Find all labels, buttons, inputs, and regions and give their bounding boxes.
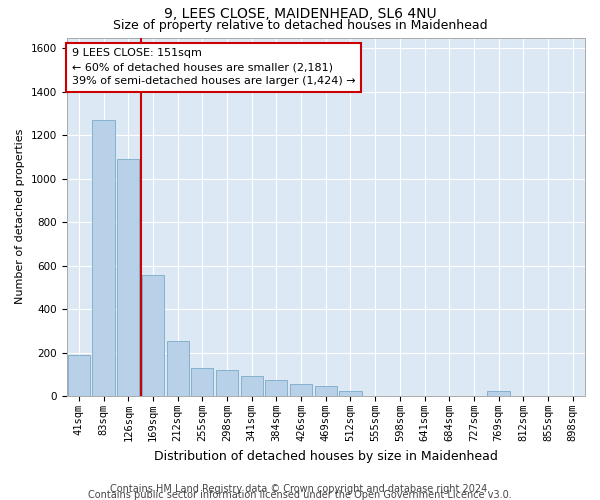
Text: 9 LEES CLOSE: 151sqm
← 60% of detached houses are smaller (2,181)
39% of semi-de: 9 LEES CLOSE: 151sqm ← 60% of detached h…: [72, 48, 355, 86]
Text: Size of property relative to detached houses in Maidenhead: Size of property relative to detached ho…: [113, 18, 487, 32]
Bar: [68, 354, 90, 396]
Bar: [241, 376, 263, 396]
Bar: [314, 386, 337, 396]
Bar: [142, 276, 164, 396]
Bar: [167, 340, 189, 396]
Bar: [290, 384, 312, 396]
Bar: [265, 380, 287, 396]
X-axis label: Distribution of detached houses by size in Maidenhead: Distribution of detached houses by size …: [154, 450, 498, 462]
Bar: [92, 120, 115, 396]
Text: Contains HM Land Registry data © Crown copyright and database right 2024.: Contains HM Land Registry data © Crown c…: [110, 484, 490, 494]
Bar: [216, 370, 238, 396]
Text: 9, LEES CLOSE, MAIDENHEAD, SL6 4NU: 9, LEES CLOSE, MAIDENHEAD, SL6 4NU: [164, 8, 436, 22]
Bar: [340, 390, 362, 396]
Bar: [191, 368, 214, 396]
Bar: [487, 390, 509, 396]
Y-axis label: Number of detached properties: Number of detached properties: [15, 129, 25, 304]
Bar: [117, 159, 139, 396]
Text: Contains public sector information licensed under the Open Government Licence v3: Contains public sector information licen…: [88, 490, 512, 500]
